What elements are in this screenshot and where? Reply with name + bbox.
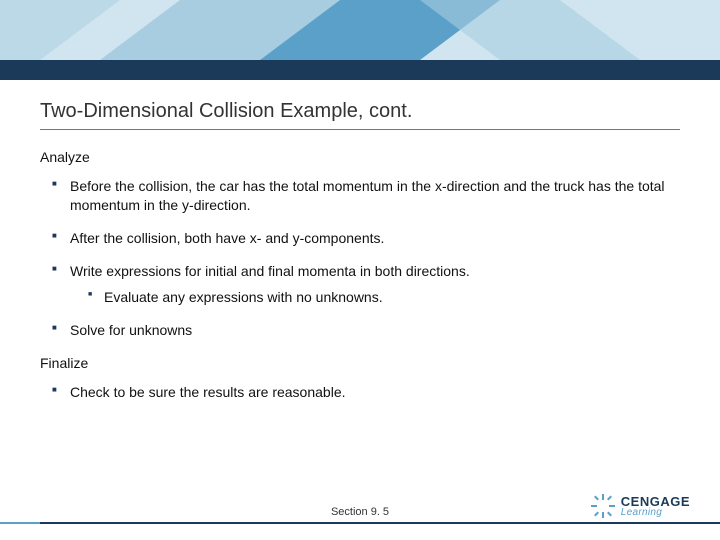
sub-bullet-item: Evaluate any expressions with no unknown… [92,288,680,307]
bullet-item: After the collision, both have x- and y-… [58,229,680,248]
bullet-text: Write expressions for initial and final … [70,263,470,279]
bullet-item: Write expressions for initial and final … [58,262,680,308]
section-label: Finalize [40,354,680,373]
header-dark-stripe [0,60,720,80]
slide-title: Two-Dimensional Collision Example, cont. [40,100,680,130]
cengage-logo: CENGAGE Learning [591,494,690,518]
logo-burst-icon [591,494,615,518]
bullet-item: Before the collision, the car has the to… [58,177,680,215]
logo-main-text: CENGAGE [621,495,690,508]
logo-sub-text: Learning [621,508,690,518]
section-label: Analyze [40,148,680,167]
header-geometric-bg [0,0,720,60]
section-analyze: Analyze Before the collision, the car ha… [40,148,680,340]
footer: Section 9. 5 CENGAGE Learning [0,500,720,540]
header-band [0,0,720,80]
footer-accent [0,522,40,524]
bullet-item: Solve for unknowns [58,321,680,340]
slide-content: Two-Dimensional Collision Example, cont.… [40,100,680,416]
footer-line [0,522,720,524]
section-finalize: Finalize Check to be sure the results ar… [40,354,680,402]
bullet-item: Check to be sure the results are reasona… [58,383,680,402]
